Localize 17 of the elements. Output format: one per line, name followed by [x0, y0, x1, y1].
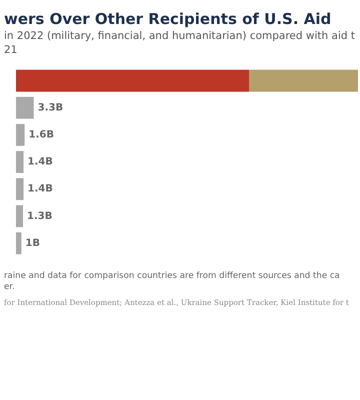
bar: [16, 205, 23, 228]
bar: [16, 124, 25, 146]
bar: [249, 70, 358, 92]
data-label: 1.6B: [28, 130, 54, 141]
data-label: 1.4B: [28, 184, 53, 195]
data-label: 1.3B: [27, 211, 52, 222]
bar: [16, 232, 22, 255]
bar: [16, 178, 24, 200]
text: raine and data for comparison countries are from different sources and the ca er.: [3, 270, 341, 294]
bar: [16, 151, 24, 174]
data-label: 1.4B: [28, 156, 53, 168]
bar: [16, 97, 34, 120]
chart-title: wers Over Other Recipients of U.S. Aid: [3, 9, 332, 30]
data-label: 3.3B: [38, 102, 64, 114]
bar: [16, 70, 250, 92]
data-label: 1B: [25, 238, 40, 250]
chart-subtitle: in 2022 (military, financial, and humanitarian) compared with aid t 21: [3, 30, 356, 58]
